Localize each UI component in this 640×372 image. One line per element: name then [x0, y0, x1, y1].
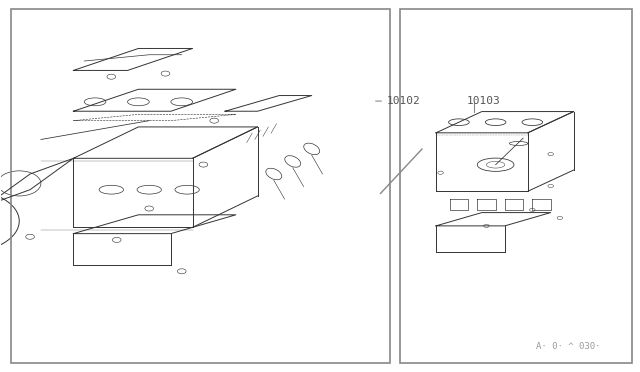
Text: 10103: 10103 — [467, 96, 500, 106]
Text: A· 0· ^ 030·: A· 0· ^ 030· — [536, 342, 601, 351]
Text: 10102: 10102 — [376, 96, 420, 106]
Bar — [11, 9, 390, 363]
Bar — [399, 9, 632, 363]
